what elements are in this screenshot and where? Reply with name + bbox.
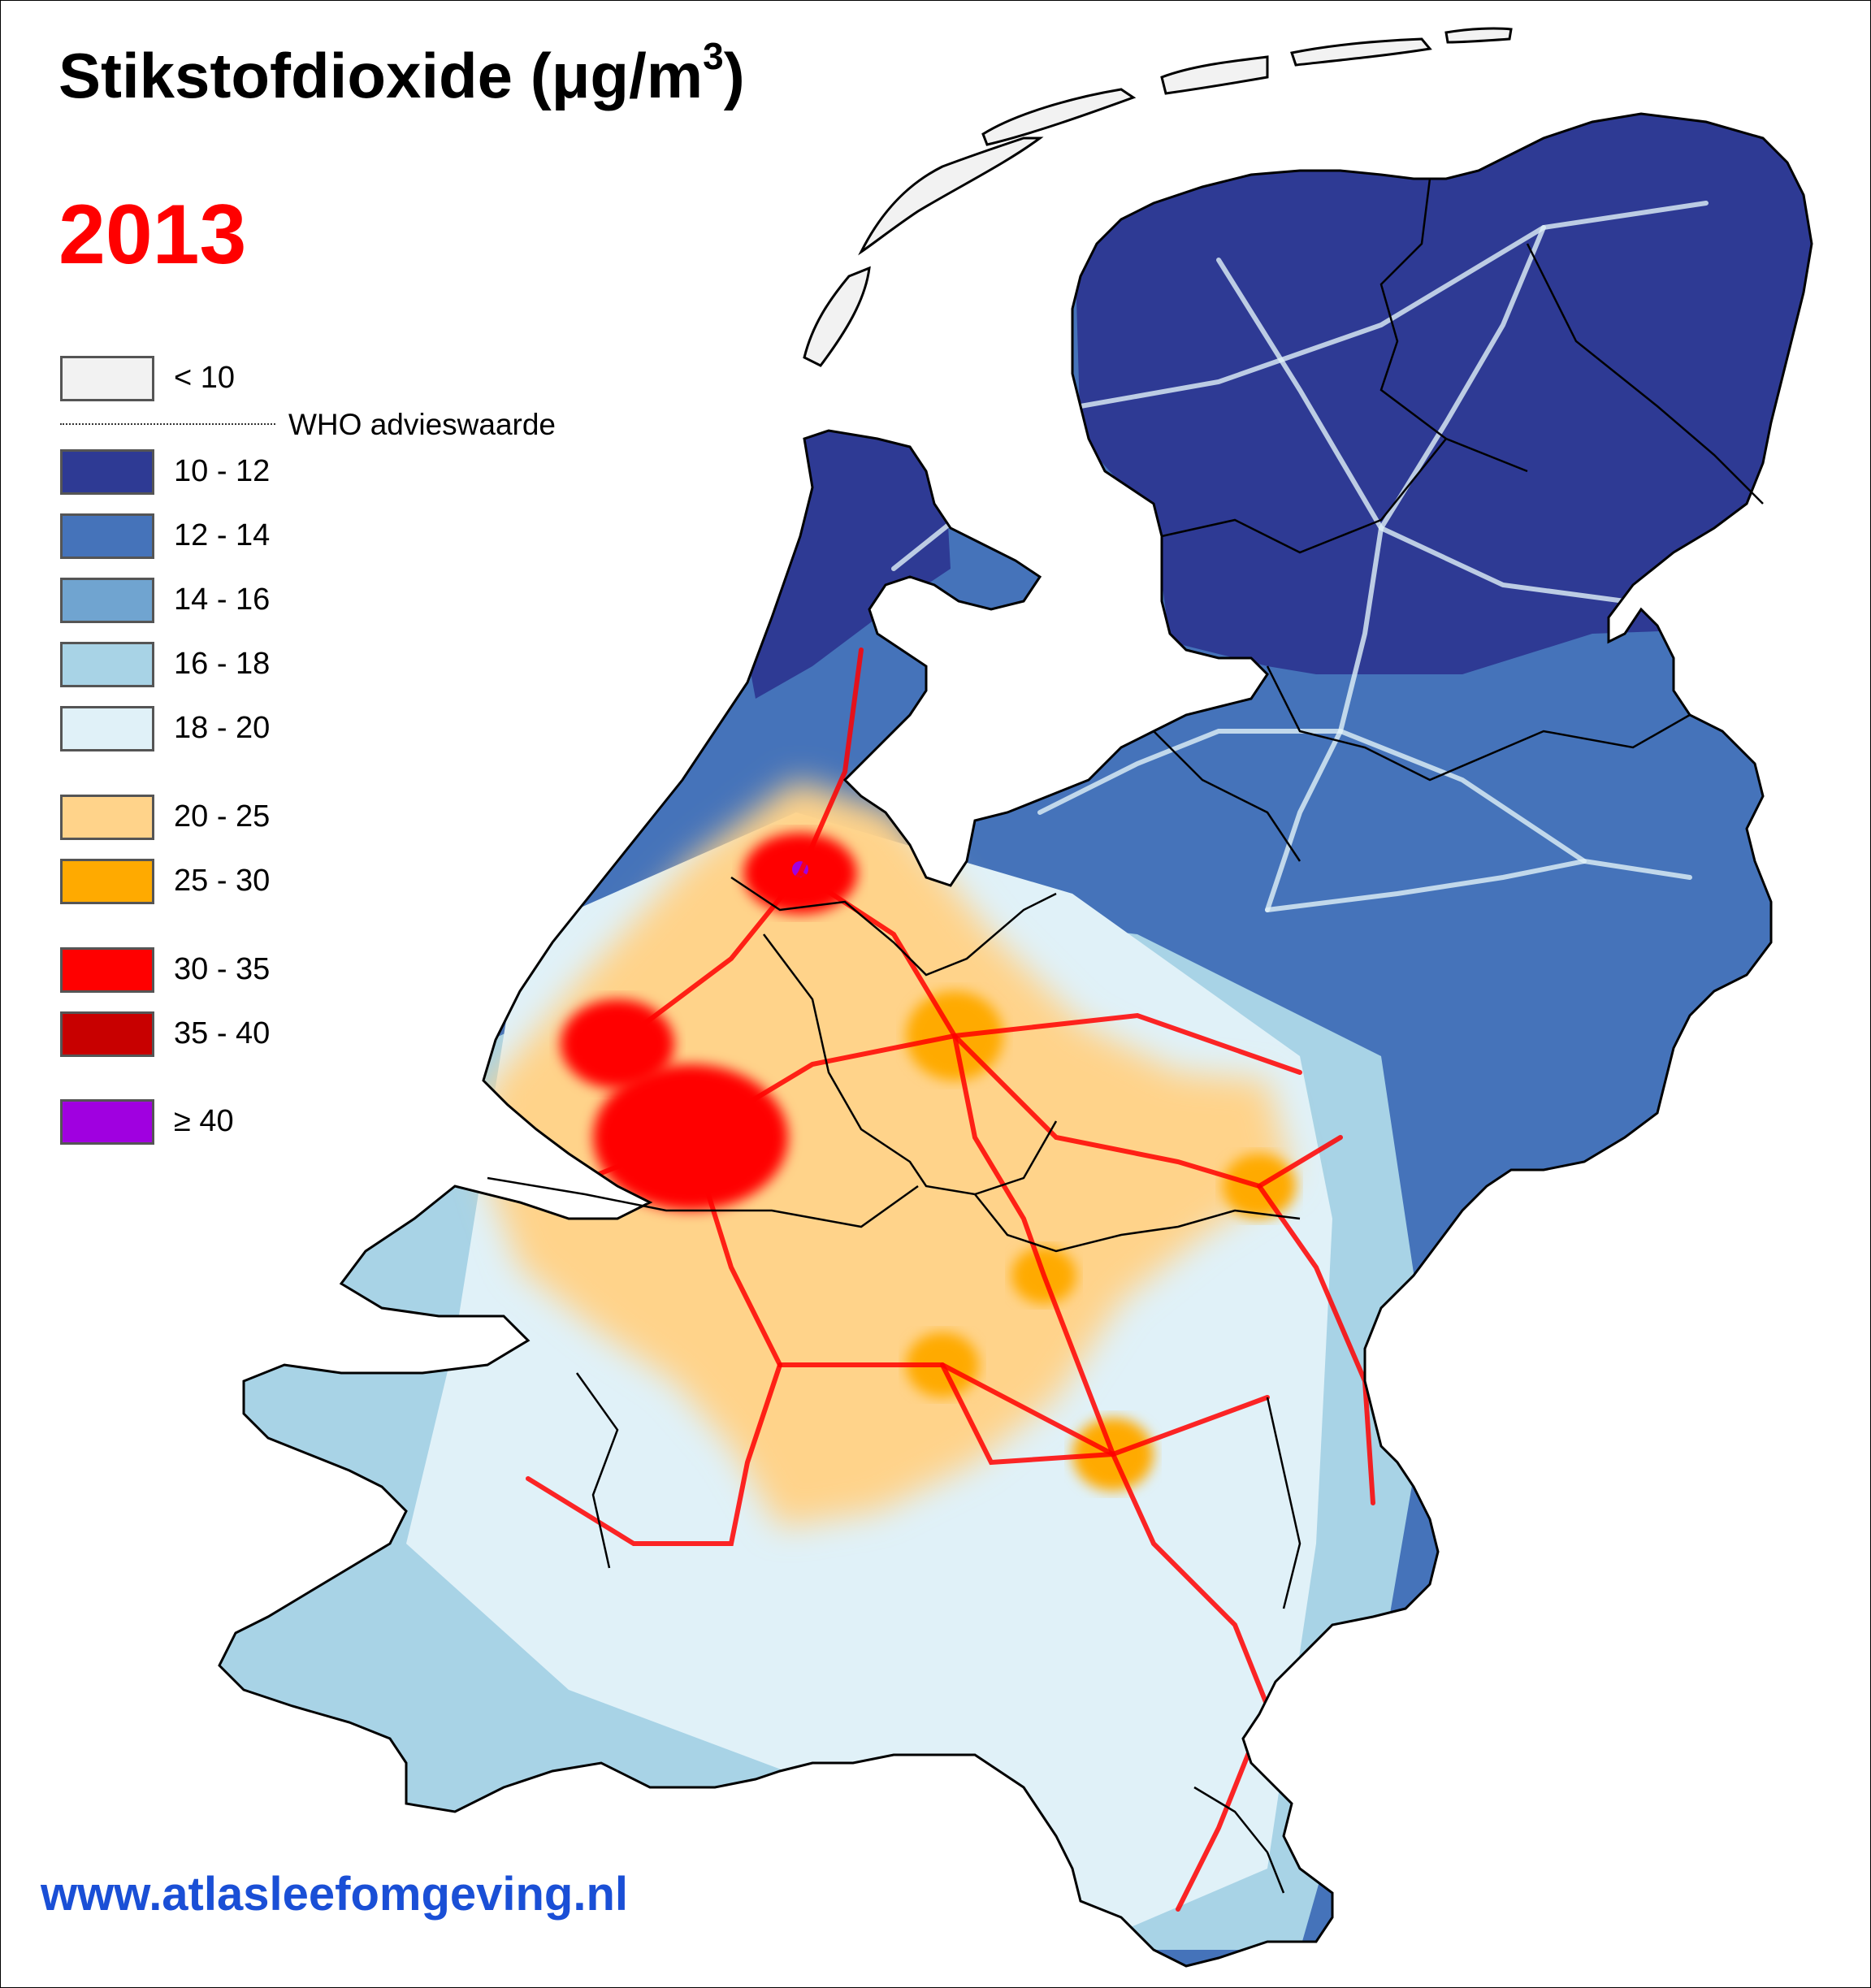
wadden-islands (803, 27, 1513, 367)
road-network (526, 648, 1375, 1912)
province-borders (487, 178, 1764, 1894)
who-threshold-label: WHO advieswaarde (288, 408, 557, 441)
legend-swatch (60, 356, 154, 401)
legend-label: 10 - 12 (174, 454, 271, 488)
legend-label: 14 - 16 (174, 583, 271, 617)
legend-swatch (60, 859, 154, 904)
legend-swatch (60, 642, 154, 687)
legend-swatch (60, 449, 154, 495)
legend-swatch (60, 947, 154, 993)
legend-label: 25 - 30 (174, 864, 271, 898)
map-title: Stikstofdioxide (μg/m3) (58, 35, 745, 111)
legend-label: 35 - 40 (174, 1016, 271, 1050)
legend-label: 30 - 35 (174, 952, 271, 986)
legend-swatch (60, 795, 154, 840)
legend-swatch (60, 706, 154, 751)
year-label: 2013 (58, 188, 247, 282)
legend-swatch (60, 1011, 154, 1057)
legend-swatch (60, 578, 154, 623)
legend-label: 16 - 18 (174, 647, 271, 681)
legend-label: 20 - 25 (174, 799, 271, 834)
who-threshold-line (60, 423, 275, 425)
website-url: www.atlasleefomgeving.nl (41, 1868, 629, 1921)
legend-label: 18 - 20 (174, 711, 271, 745)
legend-label: < 10 (174, 361, 236, 395)
legend-label: 12 - 14 (174, 518, 271, 552)
legend-label: ≥ 40 (174, 1104, 234, 1138)
legend-swatch (60, 1099, 154, 1145)
legend-swatch (60, 513, 154, 559)
